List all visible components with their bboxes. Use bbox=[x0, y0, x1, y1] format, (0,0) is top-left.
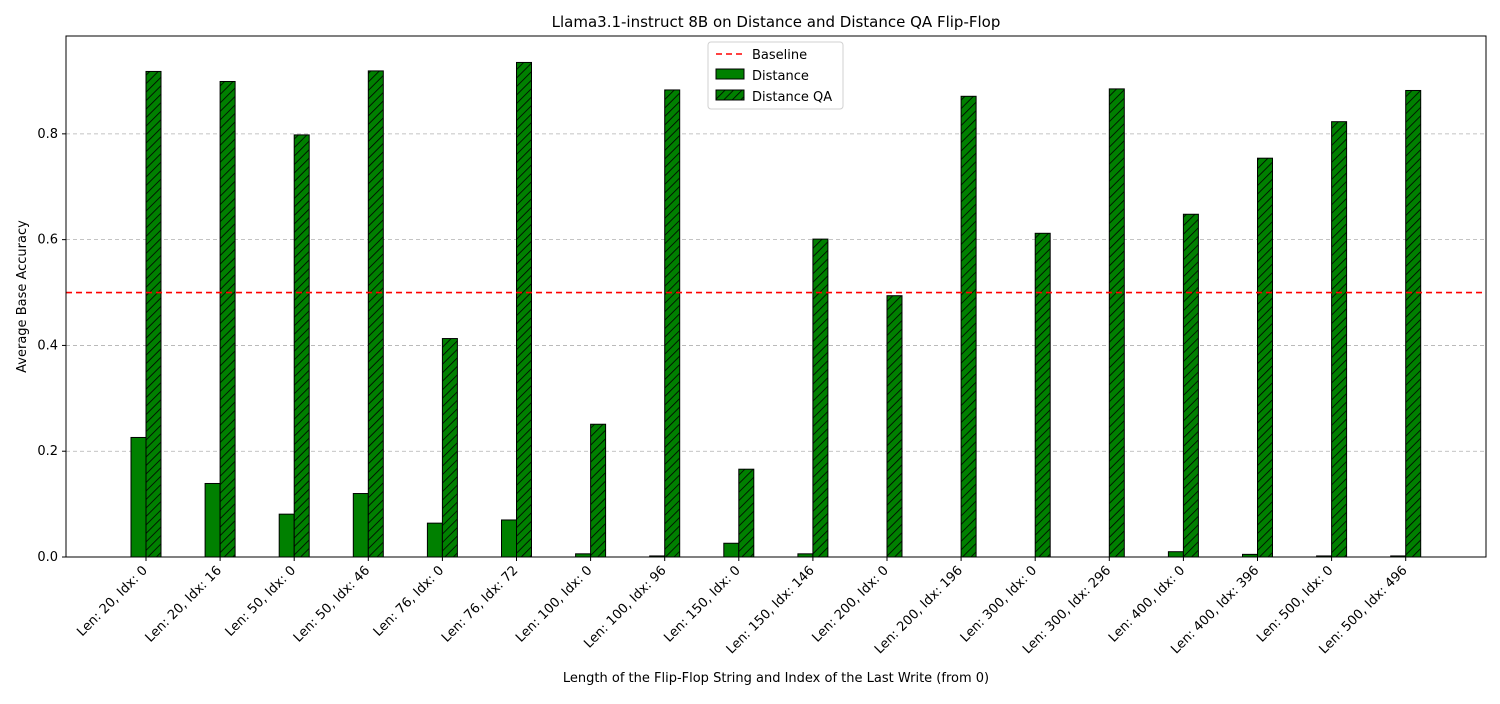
bar-distance-qa bbox=[1034, 232, 1051, 558]
bar-distance bbox=[1167, 551, 1184, 558]
x-tick-label: Len: 200, Idx: 0 bbox=[810, 563, 892, 645]
bar-distance-qa bbox=[1331, 121, 1348, 558]
bar-distance-qa bbox=[145, 70, 162, 558]
bar-distance bbox=[130, 436, 147, 558]
bar-distance-qa bbox=[516, 61, 532, 558]
chart-title: Llama3.1-instruct 8B on Distance and Dis… bbox=[552, 13, 1001, 31]
x-tick-label: Len: 100, Idx: 0 bbox=[513, 563, 595, 645]
legend-label-distance: Distance bbox=[752, 69, 809, 84]
x-tick-label: Len: 50, Idx: 46 bbox=[291, 563, 373, 645]
y-tick-label: 0.0 bbox=[37, 550, 58, 565]
x-tick-label: Len: 76, Idx: 0 bbox=[371, 563, 447, 639]
bar-distance-qa bbox=[960, 95, 977, 558]
y-tick-label: 0.2 bbox=[37, 444, 58, 459]
bar-distance-qa bbox=[1182, 213, 1199, 558]
bar-distance-qa bbox=[590, 423, 607, 558]
bar-distance-qa bbox=[1405, 89, 1422, 558]
y-tick-label: 0.8 bbox=[37, 127, 58, 142]
x-tick-label: Len: 50, Idx: 0 bbox=[223, 563, 299, 639]
legend-label-baseline: Baseline bbox=[752, 48, 807, 63]
y-tick-label: 0.4 bbox=[37, 338, 58, 353]
bar-distance bbox=[501, 519, 517, 558]
x-axis-label: Length of the Flip-Flop String and Index… bbox=[563, 671, 989, 686]
bar-distance-qa bbox=[812, 238, 829, 558]
y-axis: 0.0 0.2 0.4 0.6 0.8 bbox=[37, 127, 66, 565]
y-axis-label: Average Base Accuracy bbox=[15, 220, 30, 373]
bar-distance-qa bbox=[219, 80, 236, 558]
bars bbox=[130, 61, 1422, 558]
bar-distance-qa bbox=[738, 468, 755, 558]
x-tick-label: Len: 20, Idx: 16 bbox=[143, 563, 225, 645]
bar-distance bbox=[426, 522, 443, 558]
x-tick-label: Len: 400, Idx: 0 bbox=[1106, 563, 1188, 645]
x-tick-label: Len: 500, Idx: 0 bbox=[1254, 563, 1336, 645]
x-tick-label: Len: 100, Idx: 96 bbox=[581, 563, 669, 651]
bar-distance-qa bbox=[1108, 88, 1125, 558]
bar-distance bbox=[278, 513, 295, 558]
legend-label-distance-qa: Distance QA bbox=[752, 90, 832, 105]
x-tick-label: Len: 150, Idx: 0 bbox=[661, 563, 743, 645]
bar-distance-qa bbox=[293, 134, 310, 558]
bar-distance-qa bbox=[886, 295, 903, 558]
legend-swatch-distance-qa bbox=[715, 89, 745, 101]
x-tick-label: Len: 20, Idx: 0 bbox=[74, 563, 150, 639]
x-tick-label: Len: 76, Idx: 72 bbox=[439, 563, 521, 645]
bar-distance-qa bbox=[441, 338, 458, 558]
bar-distance-qa bbox=[367, 70, 384, 558]
bar-distance bbox=[204, 482, 221, 558]
bar-distance bbox=[723, 542, 740, 558]
y-tick-label: 0.6 bbox=[37, 233, 58, 248]
bar-distance-qa bbox=[664, 89, 681, 558]
legend: Baseline Distance Distance QA bbox=[707, 41, 844, 110]
legend-swatch-distance bbox=[715, 68, 745, 80]
bar-distance bbox=[352, 493, 369, 558]
bar-distance-qa bbox=[1257, 157, 1273, 558]
plot-frame bbox=[65, 35, 1487, 558]
grid-lines bbox=[66, 133, 1486, 452]
x-tick-label: Len: 300, Idx: 0 bbox=[958, 563, 1040, 645]
